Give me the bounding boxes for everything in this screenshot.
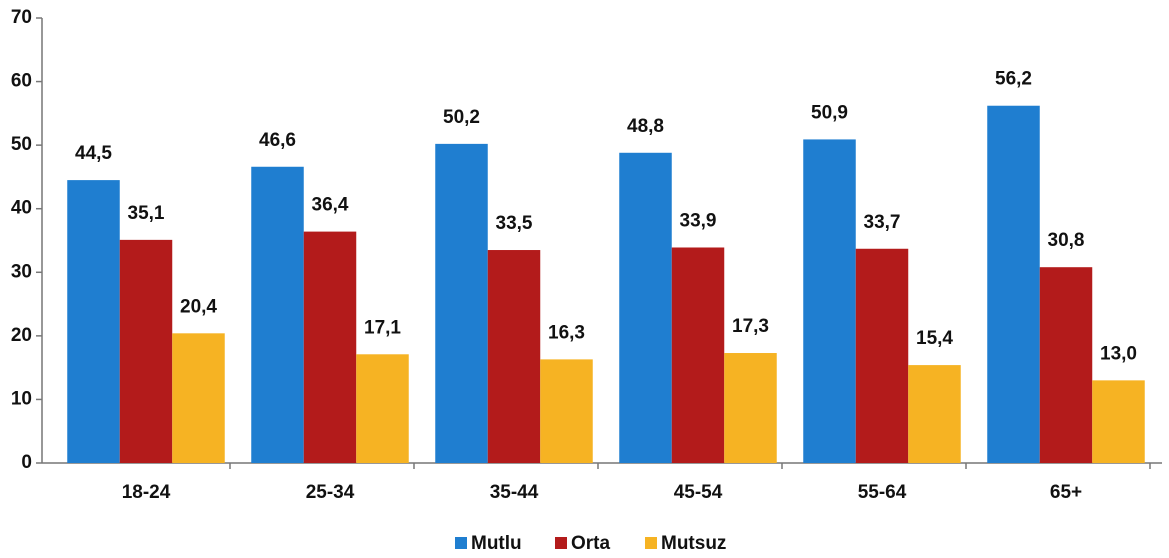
bar (908, 365, 961, 463)
bar (67, 180, 120, 463)
x-tick-label: 55-64 (858, 482, 907, 503)
value-label: 36,4 (312, 195, 349, 216)
value-label: 46,6 (259, 130, 296, 151)
value-label: 30,8 (1048, 230, 1085, 251)
y-tick-label: 0 (21, 452, 32, 473)
bar (435, 143, 488, 463)
legend-label: Orta (571, 533, 611, 554)
y-tick-label: 50 (11, 134, 32, 155)
bar (487, 250, 541, 463)
bar (1092, 380, 1145, 463)
bar (119, 239, 173, 463)
bar (987, 105, 1040, 463)
value-label: 35,1 (128, 203, 165, 224)
bar (724, 353, 777, 463)
bar (671, 247, 725, 463)
legend-swatch (555, 537, 567, 549)
bar (619, 152, 672, 463)
y-tick-label: 30 (11, 261, 32, 282)
value-label: 16,3 (548, 322, 585, 343)
bar (540, 359, 593, 463)
legend-label: Mutsuz (661, 533, 726, 554)
x-tick-label: 18-24 (122, 482, 171, 503)
bar (803, 139, 856, 463)
x-tick-label: 65+ (1050, 482, 1082, 503)
value-label: 50,2 (443, 107, 480, 128)
bar (855, 248, 909, 463)
y-tick-label: 20 (11, 325, 32, 346)
legend-label: Mutlu (471, 533, 522, 554)
legend-swatch (645, 537, 657, 549)
y-tick-label: 10 (11, 388, 32, 409)
value-label: 56,2 (995, 69, 1032, 90)
value-label: 48,8 (627, 116, 664, 137)
value-label: 33,9 (680, 211, 717, 232)
x-tick-label: 45-54 (674, 482, 723, 503)
y-tick-label: 60 (11, 71, 32, 92)
value-label: 44,5 (75, 143, 112, 164)
value-label: 20,4 (180, 296, 217, 317)
x-tick-label: 35-44 (490, 482, 539, 503)
y-tick-label: 40 (11, 198, 32, 219)
value-label: 15,4 (916, 328, 953, 349)
value-label: 13,0 (1100, 343, 1137, 364)
bar (1039, 267, 1093, 463)
value-label: 33,5 (496, 213, 533, 234)
x-tick-label: 25-34 (306, 482, 355, 503)
legend-swatch (455, 537, 467, 549)
bar (303, 231, 357, 463)
bar (172, 333, 225, 463)
value-label: 17,3 (732, 316, 769, 337)
bar (356, 354, 409, 463)
value-label: 33,7 (864, 212, 901, 233)
value-label: 50,9 (811, 102, 848, 123)
bar (251, 166, 304, 463)
y-tick-label: 70 (11, 7, 32, 28)
value-label: 17,1 (364, 317, 401, 338)
